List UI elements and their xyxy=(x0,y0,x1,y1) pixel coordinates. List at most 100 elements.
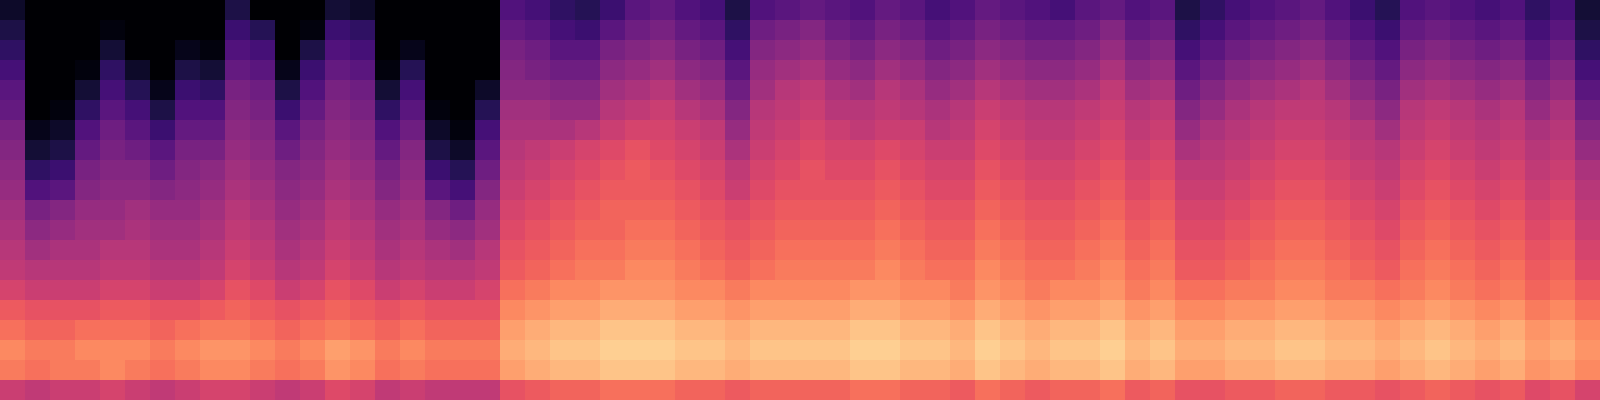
cell xyxy=(750,140,776,161)
cell xyxy=(250,260,276,281)
cell xyxy=(600,360,626,381)
cell xyxy=(550,120,576,141)
cell xyxy=(925,240,951,261)
cell xyxy=(900,20,926,41)
cell xyxy=(725,0,751,21)
cell xyxy=(0,180,26,201)
cell xyxy=(925,380,951,400)
cell xyxy=(775,360,801,381)
cell xyxy=(700,320,726,341)
cell xyxy=(75,60,101,81)
cell xyxy=(850,280,876,301)
cell xyxy=(650,180,676,201)
cell xyxy=(1450,80,1476,101)
cell xyxy=(1400,20,1426,41)
cell xyxy=(425,200,451,221)
cell xyxy=(525,160,551,181)
cell xyxy=(1100,200,1126,221)
cell xyxy=(100,40,126,61)
cell xyxy=(1025,120,1051,141)
cell xyxy=(275,220,301,241)
cell xyxy=(200,380,226,400)
cell xyxy=(525,40,551,61)
cell xyxy=(0,300,26,321)
cell xyxy=(1025,200,1051,221)
cell xyxy=(1000,200,1026,221)
cell xyxy=(1075,320,1101,341)
cell xyxy=(1400,280,1426,301)
cell xyxy=(1100,100,1126,121)
cell xyxy=(1050,80,1076,101)
cell xyxy=(575,180,601,201)
cell xyxy=(475,120,501,141)
cell xyxy=(225,340,251,361)
cell xyxy=(250,340,276,361)
cell xyxy=(425,340,451,361)
cell xyxy=(275,80,301,101)
cell xyxy=(450,0,476,21)
cell xyxy=(275,300,301,321)
cell xyxy=(1175,80,1201,101)
cell xyxy=(200,240,226,261)
cell xyxy=(1100,60,1126,81)
cell xyxy=(1350,320,1376,341)
cell xyxy=(1025,340,1051,361)
cell xyxy=(450,380,476,400)
cell xyxy=(1100,240,1126,261)
cell xyxy=(1275,280,1301,301)
cell xyxy=(1325,300,1351,321)
cell xyxy=(550,140,576,161)
cell xyxy=(1250,120,1276,141)
cell xyxy=(1075,100,1101,121)
cell xyxy=(1525,80,1551,101)
cell xyxy=(1175,100,1201,121)
cell xyxy=(625,360,651,381)
cell xyxy=(225,120,251,141)
cell xyxy=(600,320,626,341)
cell xyxy=(1450,0,1476,21)
cell xyxy=(50,100,76,121)
cell xyxy=(425,60,451,81)
cell xyxy=(1400,240,1426,261)
cell xyxy=(1100,120,1126,141)
cell xyxy=(925,320,951,341)
cell xyxy=(375,80,401,101)
cell xyxy=(975,100,1001,121)
cell xyxy=(1575,180,1600,201)
cell xyxy=(175,120,201,141)
cell xyxy=(575,320,601,341)
cell xyxy=(1350,280,1376,301)
cell xyxy=(900,180,926,201)
cell xyxy=(550,360,576,381)
cell xyxy=(450,340,476,361)
cell xyxy=(800,0,826,21)
cell xyxy=(125,180,151,201)
cell xyxy=(75,0,101,21)
cell xyxy=(950,100,976,121)
cell xyxy=(1000,380,1026,400)
cell xyxy=(1425,20,1451,41)
cell xyxy=(850,20,876,41)
cell xyxy=(250,140,276,161)
cell xyxy=(900,40,926,61)
cell xyxy=(900,120,926,141)
cell xyxy=(1300,40,1326,61)
cell xyxy=(1475,100,1501,121)
cell xyxy=(950,120,976,141)
cell xyxy=(1400,140,1426,161)
cell xyxy=(800,340,826,361)
cell xyxy=(1575,320,1600,341)
cell xyxy=(1400,360,1426,381)
cell xyxy=(400,300,426,321)
cell xyxy=(1150,280,1176,301)
cell xyxy=(1450,380,1476,400)
cell xyxy=(600,240,626,261)
cell xyxy=(1575,340,1600,361)
cell xyxy=(750,80,776,101)
cell xyxy=(100,0,126,21)
cell xyxy=(1500,40,1526,61)
cell xyxy=(550,280,576,301)
cell xyxy=(750,100,776,121)
cell xyxy=(975,80,1001,101)
cell xyxy=(450,280,476,301)
